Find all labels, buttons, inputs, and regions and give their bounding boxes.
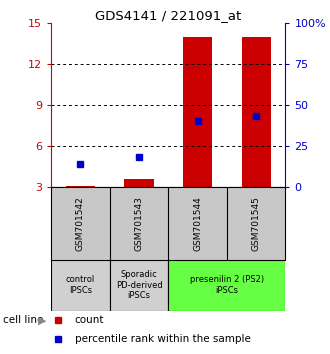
Text: Sporadic
PD-derived
iPSCs: Sporadic PD-derived iPSCs — [115, 270, 162, 300]
Text: GSM701542: GSM701542 — [76, 196, 85, 251]
Bar — [168, 259, 285, 310]
Title: GDS4141 / 221091_at: GDS4141 / 221091_at — [95, 9, 242, 22]
Text: GSM701544: GSM701544 — [193, 196, 202, 251]
Text: presenilin 2 (PS2)
iPSCs: presenilin 2 (PS2) iPSCs — [190, 275, 264, 295]
Bar — [183, 37, 212, 187]
Text: GSM701545: GSM701545 — [252, 196, 261, 251]
Text: percentile rank within the sample: percentile rank within the sample — [75, 334, 250, 344]
Bar — [110, 259, 168, 310]
Bar — [124, 179, 154, 187]
Text: cell line: cell line — [3, 315, 44, 325]
Text: count: count — [75, 315, 104, 325]
Bar — [242, 37, 271, 187]
Bar — [51, 259, 110, 310]
Bar — [66, 186, 95, 187]
Text: control
IPSCs: control IPSCs — [66, 275, 95, 295]
Text: GSM701543: GSM701543 — [135, 196, 144, 251]
Text: ▶: ▶ — [38, 315, 47, 325]
